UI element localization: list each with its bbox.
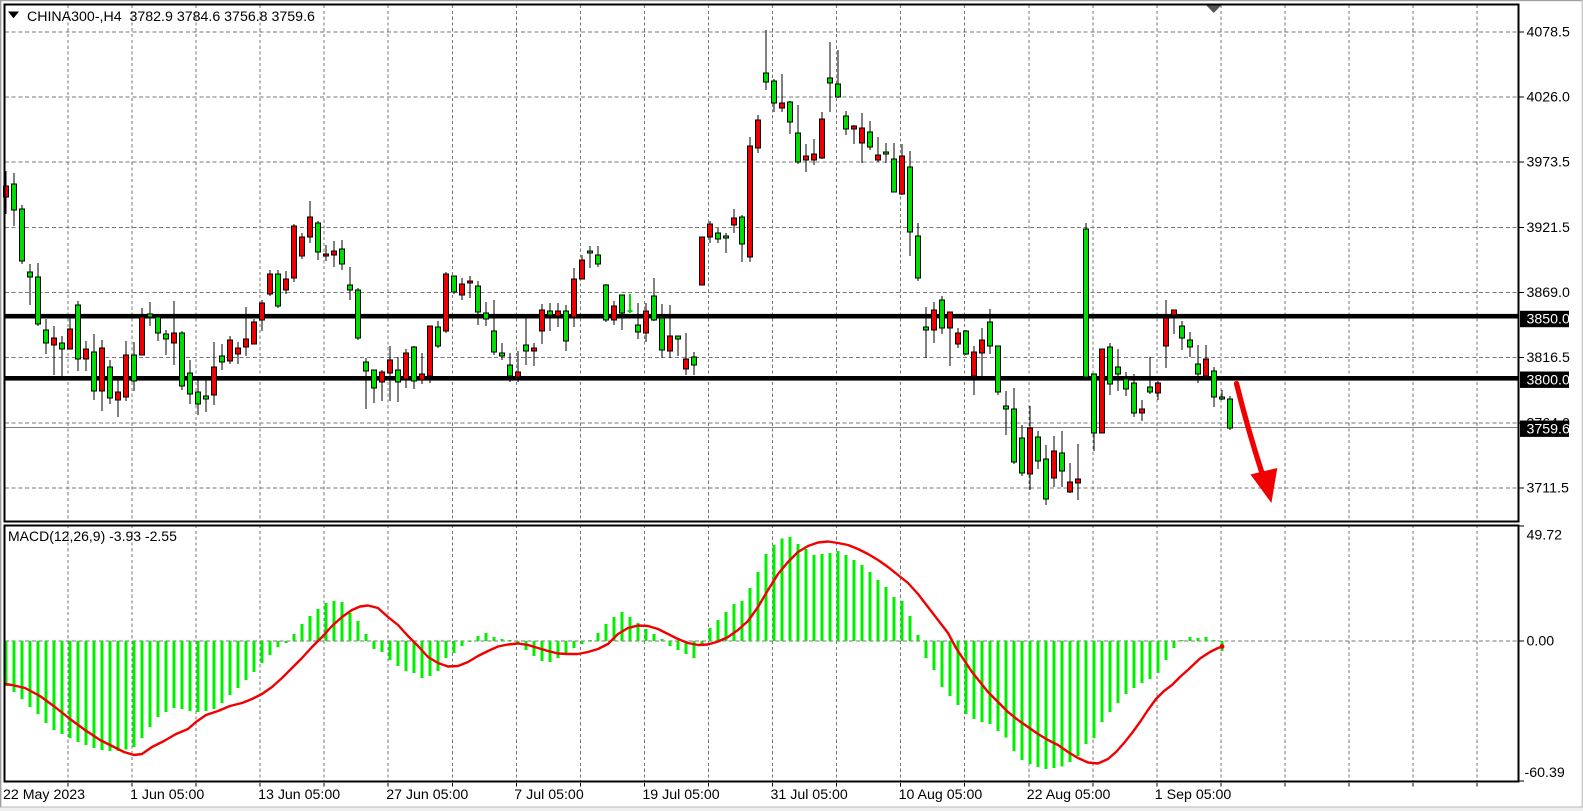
svg-text:22 May 2023: 22 May 2023 <box>3 787 85 803</box>
svg-text:3869.0: 3869.0 <box>1527 285 1571 301</box>
svg-text:31 Jul 05:00: 31 Jul 05:00 <box>771 787 848 803</box>
svg-text:49.72: 49.72 <box>1527 528 1563 544</box>
svg-text:3711.5: 3711.5 <box>1527 480 1569 496</box>
svg-text:27 Jun 05:00: 27 Jun 05:00 <box>386 787 468 803</box>
svg-text:1 Sep 05:00: 1 Sep 05:00 <box>1155 787 1232 803</box>
svg-text:1 Jun 05:00: 1 Jun 05:00 <box>130 787 204 803</box>
svg-text:22 Aug 05:00: 22 Aug 05:00 <box>1027 787 1111 803</box>
svg-text:4078.5: 4078.5 <box>1527 25 1571 41</box>
svg-text:3759.6: 3759.6 <box>1527 421 1571 437</box>
svg-text:13 Jun 05:00: 13 Jun 05:00 <box>258 787 340 803</box>
svg-text:7 Jul 05:00: 7 Jul 05:00 <box>514 787 584 803</box>
svg-text:3850.0: 3850.0 <box>1527 312 1571 328</box>
svg-text:10 Aug 05:00: 10 Aug 05:00 <box>899 787 983 803</box>
svg-text:3973.5: 3973.5 <box>1527 155 1571 171</box>
svg-text:3816.5: 3816.5 <box>1527 350 1571 366</box>
svg-text:3800.0: 3800.0 <box>1527 372 1571 388</box>
svg-text:CHINA300-,H4 3782.9 3784.6 37: CHINA300-,H4 3782.9 3784.6 3756.8 3759.6 <box>27 9 315 25</box>
svg-text:0.00: 0.00 <box>1527 634 1555 650</box>
svg-text:3921.5: 3921.5 <box>1527 220 1571 236</box>
svg-text:19 Jul 05:00: 19 Jul 05:00 <box>642 787 719 803</box>
svg-text:-60.39: -60.39 <box>1525 765 1565 781</box>
svg-text:MACD(12,26,9) -3.93 -2.55: MACD(12,26,9) -3.93 -2.55 <box>8 528 177 544</box>
svg-text:4026.0: 4026.0 <box>1527 90 1571 106</box>
